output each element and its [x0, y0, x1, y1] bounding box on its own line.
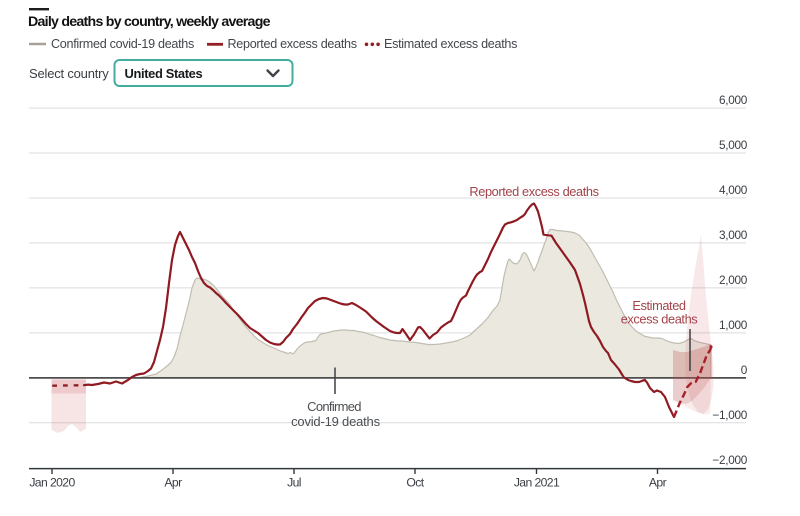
- svg-text:4,000: 4,000: [719, 183, 748, 197]
- svg-text:−2,000: −2,000: [712, 453, 747, 467]
- svg-text:1,000: 1,000: [719, 318, 748, 332]
- svg-text:Jan 2021: Jan 2021: [514, 476, 560, 490]
- svg-text:5,000: 5,000: [719, 138, 748, 152]
- svg-text:2,000: 2,000: [719, 273, 748, 287]
- svg-text:Estimated excess deaths: Estimated excess deaths: [384, 37, 517, 51]
- svg-text:Oct: Oct: [406, 476, 424, 490]
- svg-text:excess deaths: excess deaths: [621, 312, 698, 327]
- svg-text:United States: United States: [125, 66, 203, 81]
- svg-text:Daily deaths by country, weekl: Daily deaths by country, weekly average: [28, 14, 271, 30]
- svg-text:3,000: 3,000: [719, 228, 748, 242]
- svg-text:Reported excess deaths: Reported excess deaths: [228, 37, 357, 51]
- svg-text:Confirmed: Confirmed: [307, 399, 361, 414]
- svg-text:Jul: Jul: [287, 476, 301, 490]
- svg-text:Apr: Apr: [164, 476, 182, 490]
- svg-text:Estimated: Estimated: [632, 298, 686, 313]
- svg-text:Jan 2020: Jan 2020: [29, 476, 75, 490]
- svg-text:Reported excess deaths: Reported excess deaths: [469, 184, 598, 199]
- svg-text:Apr: Apr: [649, 476, 667, 490]
- svg-text:0: 0: [741, 363, 748, 377]
- svg-text:covid-19 deaths: covid-19 deaths: [291, 414, 380, 429]
- svg-text:Select country: Select country: [29, 66, 109, 81]
- svg-text:6,000: 6,000: [719, 93, 748, 107]
- svg-text:−1,000: −1,000: [712, 408, 747, 422]
- svg-text:Confirmed covid-19 deaths: Confirmed covid-19 deaths: [51, 37, 194, 51]
